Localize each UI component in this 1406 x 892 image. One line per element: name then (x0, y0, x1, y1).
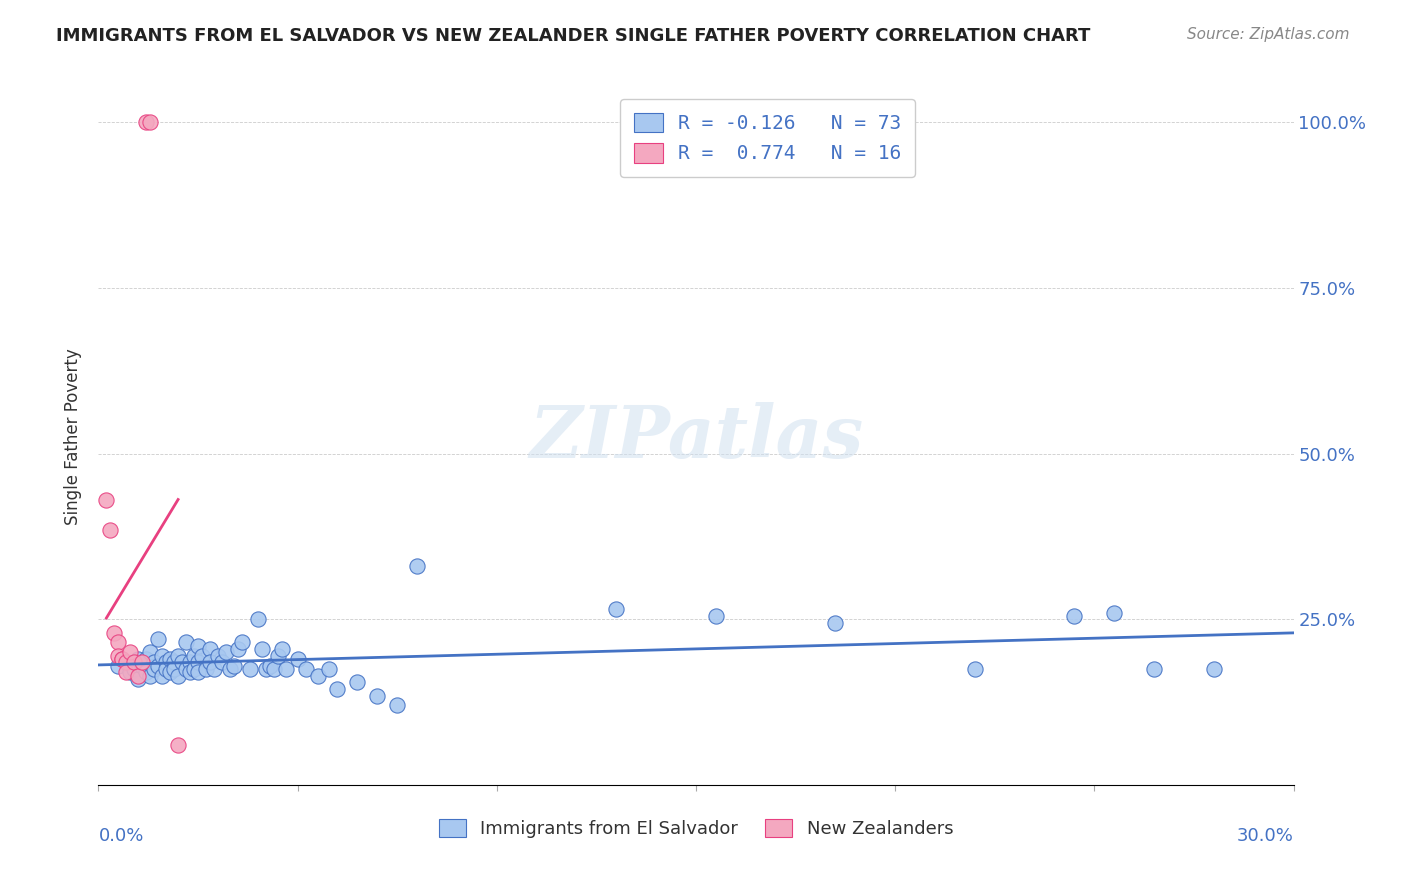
Point (318, 662, 340, 676)
Point (187, 665, 209, 680)
Point (385, 698, 409, 713)
Point (198, 642, 221, 657)
Point (172, 656, 194, 670)
Point (366, 689, 388, 703)
Point (191, 648, 214, 663)
Point (143, 662, 166, 676)
Point (1143, 662, 1166, 676)
Text: 0.0%: 0.0% (98, 827, 143, 845)
Point (222, 658, 245, 673)
Text: IMMIGRANTS FROM EL SALVADOR VS NEW ZEALANDER SINGLE FATHER POVERTY CORRELATION C: IMMIGRANTS FROM EL SALVADOR VS NEW ZEALA… (56, 27, 1091, 45)
Point (96, 493, 118, 508)
Point (143, 656, 166, 670)
Point (179, 656, 201, 670)
Point (704, 609, 727, 624)
Point (139, 115, 162, 129)
Point (215, 645, 238, 659)
Point (139, 645, 162, 659)
Point (259, 658, 281, 673)
Text: Source: ZipAtlas.com: Source: ZipAtlas.com (1187, 27, 1350, 42)
Point (1063, 609, 1085, 624)
Point (124, 662, 146, 676)
Point (120, 665, 142, 680)
Point (150, 648, 173, 663)
Point (254, 662, 277, 676)
Point (211, 656, 233, 670)
Text: ZIPatlas: ZIPatlas (529, 401, 863, 473)
Legend: Immigrants from El Salvador, New Zealanders: Immigrants from El Salvador, New Zealand… (432, 812, 960, 846)
Point (346, 675, 368, 690)
Point (187, 639, 209, 653)
Point (263, 662, 285, 676)
Point (120, 645, 142, 659)
Point (231, 635, 253, 649)
Point (115, 656, 138, 670)
Point (103, 625, 125, 640)
Point (148, 632, 170, 647)
Point (270, 642, 292, 657)
Point (246, 612, 269, 626)
Point (1104, 606, 1126, 620)
Point (226, 642, 249, 657)
Point (326, 681, 349, 696)
Point (131, 656, 153, 670)
Point (98, 523, 122, 537)
Point (195, 662, 218, 676)
Point (183, 648, 205, 663)
Point (179, 665, 201, 680)
Point (187, 656, 209, 670)
Point (406, 559, 429, 574)
Point (307, 668, 329, 682)
Point (267, 648, 290, 663)
Point (167, 648, 190, 663)
Point (219, 662, 242, 676)
Point (159, 665, 181, 680)
Point (824, 615, 846, 630)
Point (274, 662, 297, 676)
Point (163, 656, 186, 670)
Point (963, 662, 986, 676)
Point (207, 648, 229, 663)
Point (287, 652, 309, 666)
Point (167, 738, 190, 752)
Point (124, 656, 146, 670)
Point (174, 635, 197, 649)
Point (127, 652, 149, 666)
Point (150, 668, 173, 682)
Point (127, 672, 149, 686)
Point (115, 656, 138, 670)
Point (198, 656, 221, 670)
Point (155, 656, 177, 670)
Text: 30.0%: 30.0% (1237, 827, 1294, 845)
Point (107, 658, 129, 673)
Point (107, 635, 129, 649)
Point (148, 658, 170, 673)
Point (127, 668, 149, 682)
Point (250, 642, 273, 657)
Point (294, 662, 316, 676)
Point (107, 648, 129, 663)
Point (135, 665, 157, 680)
Point (183, 662, 205, 676)
Point (202, 662, 225, 676)
Point (135, 652, 157, 666)
Point (139, 668, 162, 682)
Point (131, 658, 153, 673)
Point (135, 115, 157, 129)
Point (167, 668, 190, 682)
Point (111, 652, 134, 666)
Point (239, 662, 262, 676)
Point (605, 602, 627, 616)
Point (155, 662, 177, 676)
Point (115, 665, 138, 680)
Point (159, 652, 181, 666)
Point (1202, 662, 1225, 676)
Point (174, 662, 197, 676)
Point (111, 652, 134, 666)
Y-axis label: Single Father Poverty: Single Father Poverty (65, 349, 83, 525)
Point (163, 662, 186, 676)
